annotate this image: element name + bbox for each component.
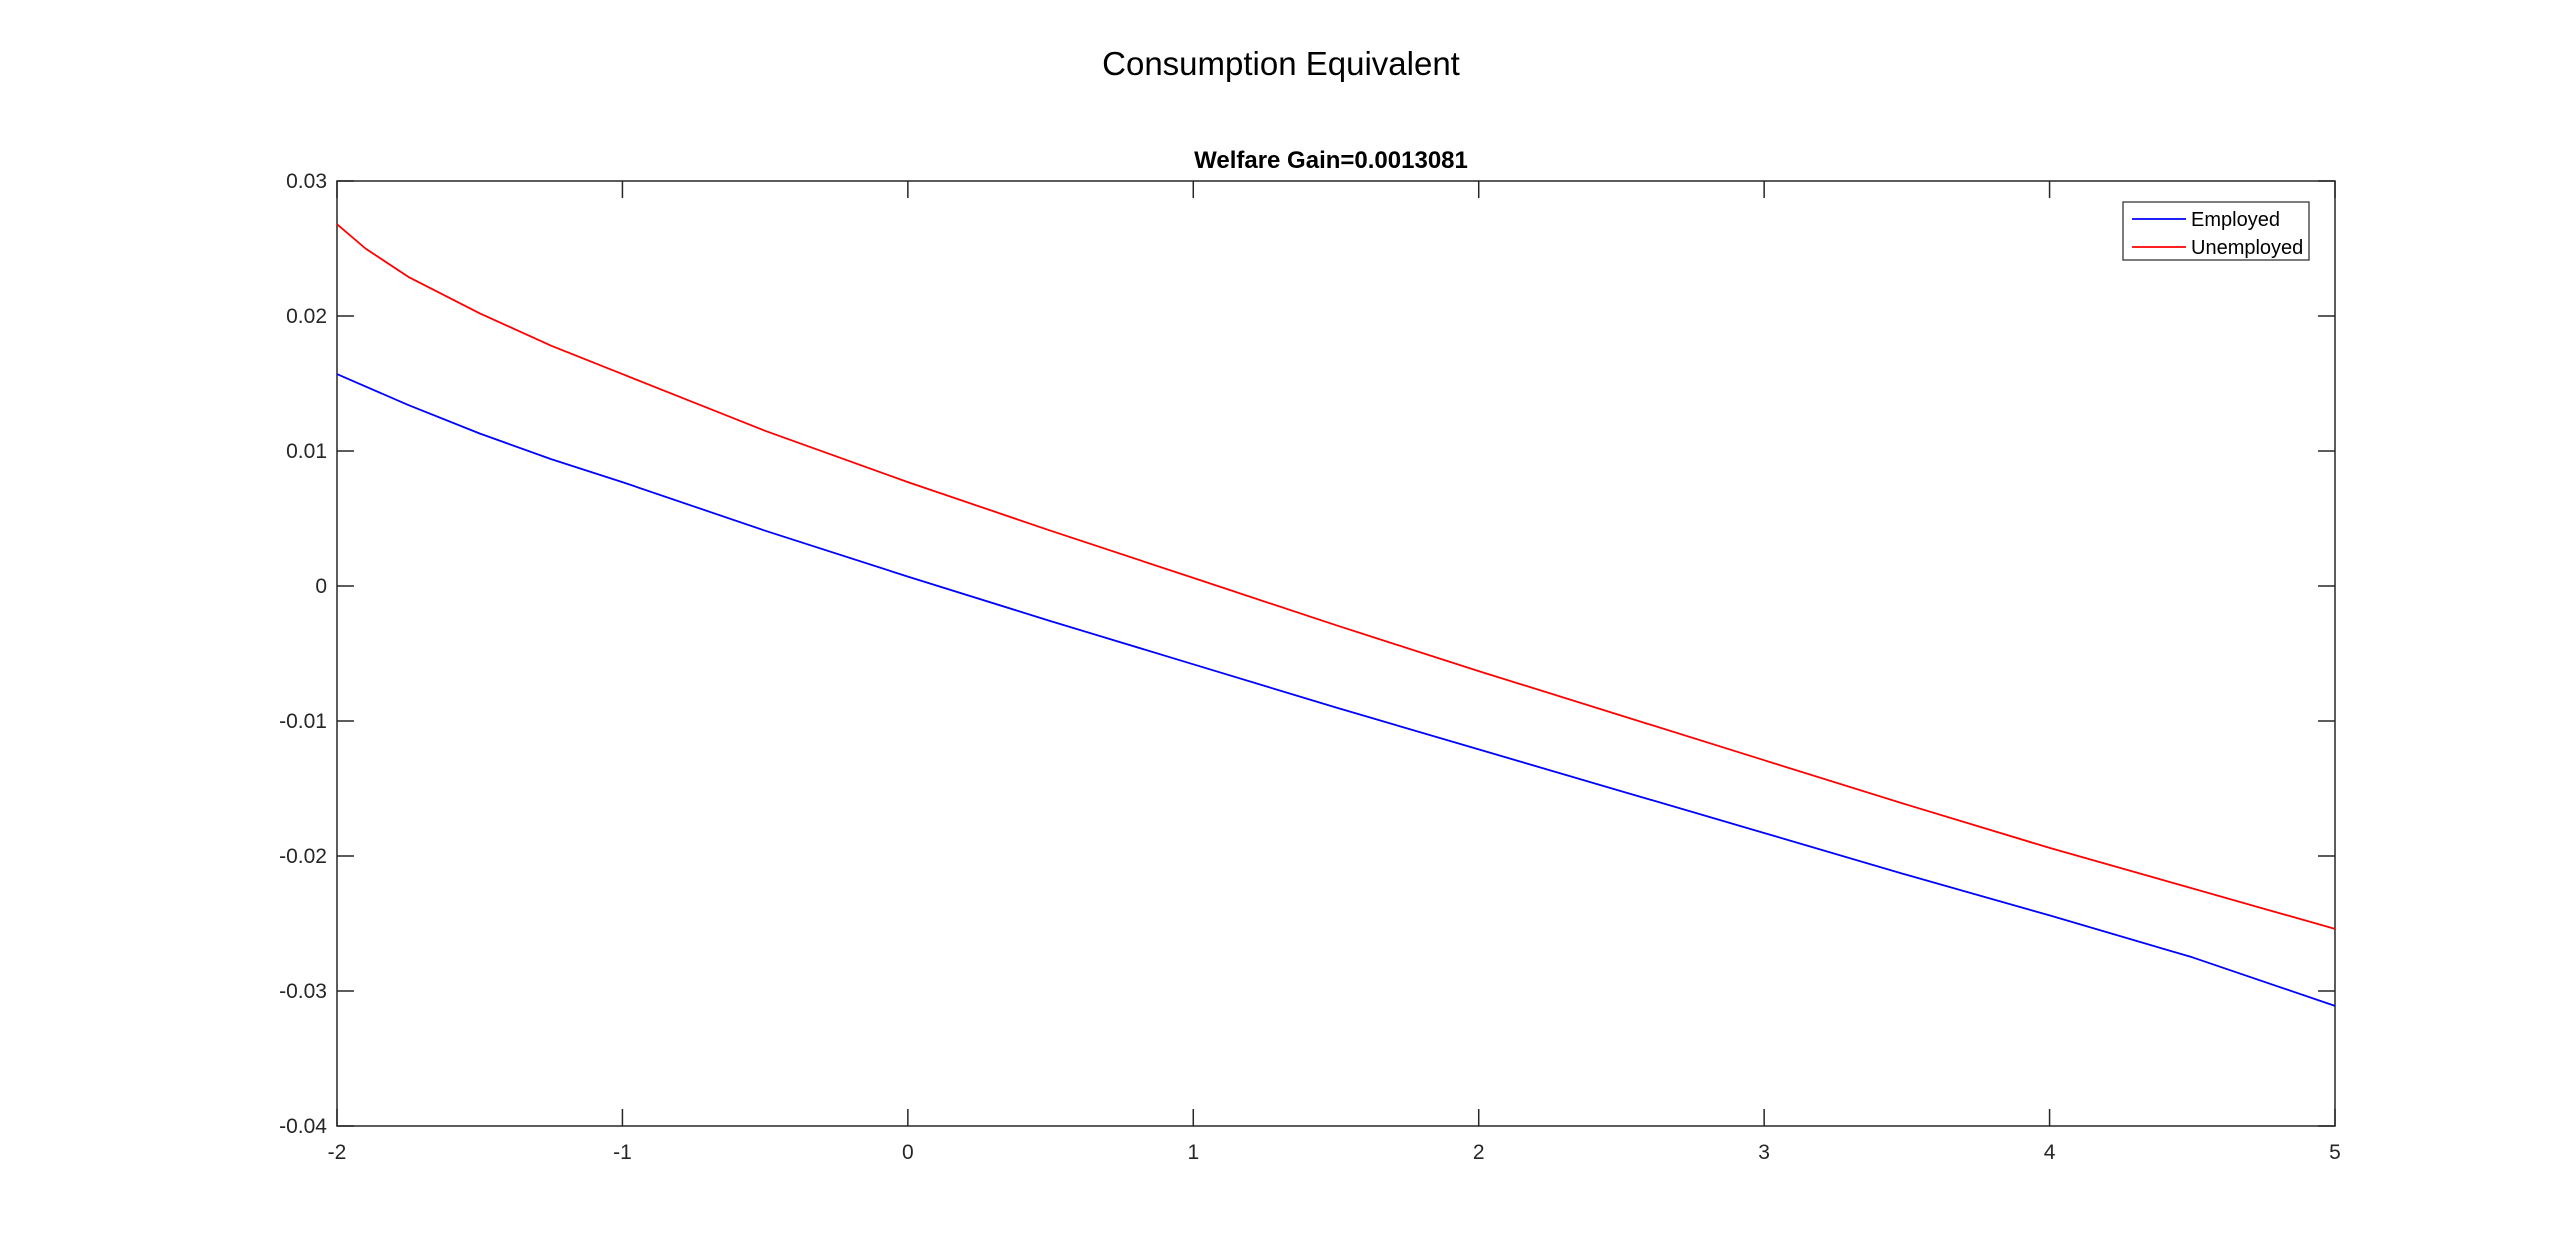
y-tick-label: -0.03 [279, 980, 327, 1003]
y-tick-label: -0.04 [279, 1115, 327, 1138]
y-tick-label: 0 [315, 575, 327, 598]
y-tick-label: 0.03 [286, 170, 327, 193]
x-tick-label: 0 [902, 1141, 914, 1164]
legend[interactable]: Employed Unemployed [2122, 201, 2310, 261]
ticks-layer: -2 -1 0 1 2 3 4 5 -0.04 -0.03 -0.02 -0.01 0 0.01 0.02 0… [279, 170, 2341, 1164]
x-tick-label: -1 [613, 1141, 632, 1164]
figure-suptitle: Consumption Equivalent [1102, 45, 1460, 82]
x-tick-label: 4 [2044, 1141, 2056, 1164]
legend-label-employed: Employed [2191, 209, 2280, 231]
y-tick-label: -0.02 [279, 845, 327, 868]
plot-area: -2 -1 0 1 2 3 4 5 -0.04 -0.03 -0.02 -0.01 0 0.01 0.02 0… [279, 170, 2341, 1164]
x-tick-label: 3 [1758, 1141, 1770, 1164]
series-line-unemployed [336, 223, 2336, 930]
series-layer [336, 223, 2336, 1007]
axes-title: Welfare Gain=0.0013081 [1194, 147, 1468, 174]
y-tick-label: 0.02 [286, 305, 327, 328]
x-tick-label: 2 [1473, 1141, 1485, 1164]
legend-label-unemployed: Unemployed [2191, 237, 2303, 259]
axes-box [336, 180, 2336, 1127]
y-tick-label: 0.01 [286, 440, 327, 463]
y-tick-label: -0.01 [279, 710, 327, 733]
x-tick-label: 1 [1187, 1141, 1199, 1164]
x-tick-label: 5 [2329, 1141, 2341, 1164]
legend-box [2122, 201, 2310, 261]
x-tick-label: -2 [328, 1141, 347, 1164]
series-line-employed [336, 373, 2336, 1007]
